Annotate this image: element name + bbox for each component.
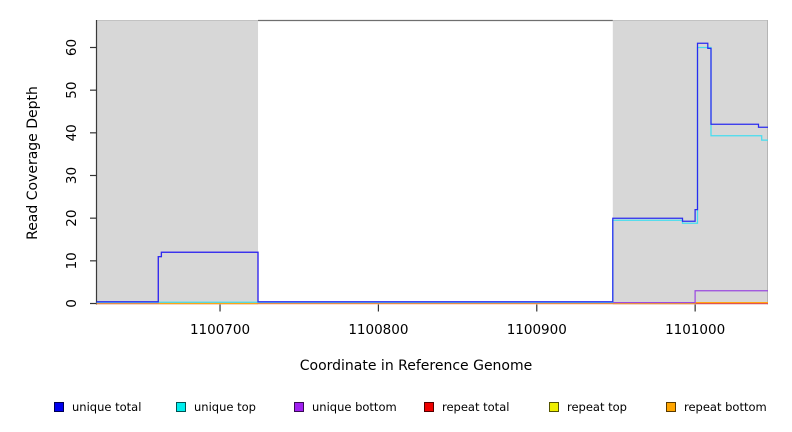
series-unique-total	[96, 42, 768, 303]
shaded-repeat-region	[612, 20, 768, 305]
y-tick-label: 60	[64, 39, 80, 56]
x-tick-label: 1100800	[348, 322, 408, 338]
y-tick-label: 30	[64, 167, 80, 184]
legend-label: repeat bottom	[684, 400, 767, 414]
shaded-repeat-region	[96, 20, 259, 305]
legend-item-unique-bottom: unique bottom	[294, 398, 397, 416]
legend-item-repeat-top: repeat top	[549, 398, 627, 416]
repeat-top-swatch-icon	[549, 402, 559, 412]
legend-item-repeat-bottom: repeat bottom	[666, 398, 767, 416]
unique-top-swatch-icon	[176, 402, 186, 412]
repeat-bottom-swatch-icon	[666, 402, 676, 412]
x-tick-label: 1101000	[665, 322, 725, 338]
legend-label: repeat total	[442, 400, 510, 414]
legend-item-unique-total: unique total	[54, 398, 141, 416]
x-tick-label: 1100700	[190, 322, 250, 338]
legend-label: unique top	[194, 400, 256, 414]
unique-total-swatch-icon	[54, 402, 64, 412]
y-tick-label: 20	[64, 210, 80, 227]
legend-item-unique-top: unique top	[176, 398, 256, 416]
y-tick-label: 0	[64, 299, 80, 308]
y-tick-label: 10	[64, 252, 80, 269]
legend-item-repeat-total: repeat total	[424, 398, 509, 416]
legend-label: unique total	[72, 400, 142, 414]
y-tick-label: 50	[64, 82, 80, 99]
y-axis-title: Read Coverage Depth	[25, 86, 41, 240]
x-tick-label: 1100900	[507, 322, 567, 338]
x-axis-title-text: Coordinate in Reference Genome	[299, 358, 533, 374]
y-tick-label: 40	[64, 124, 80, 141]
unique-bottom-swatch-icon	[294, 402, 304, 412]
chart-legend: unique total unique top unique bottom repea…	[0, 398, 792, 418]
x-axis-title: Coordinate in Reference Genome	[0, 358, 792, 374]
legend-label: repeat top	[567, 400, 627, 414]
repeat-total-swatch-icon	[424, 402, 434, 412]
legend-label: unique bottom	[312, 400, 397, 414]
